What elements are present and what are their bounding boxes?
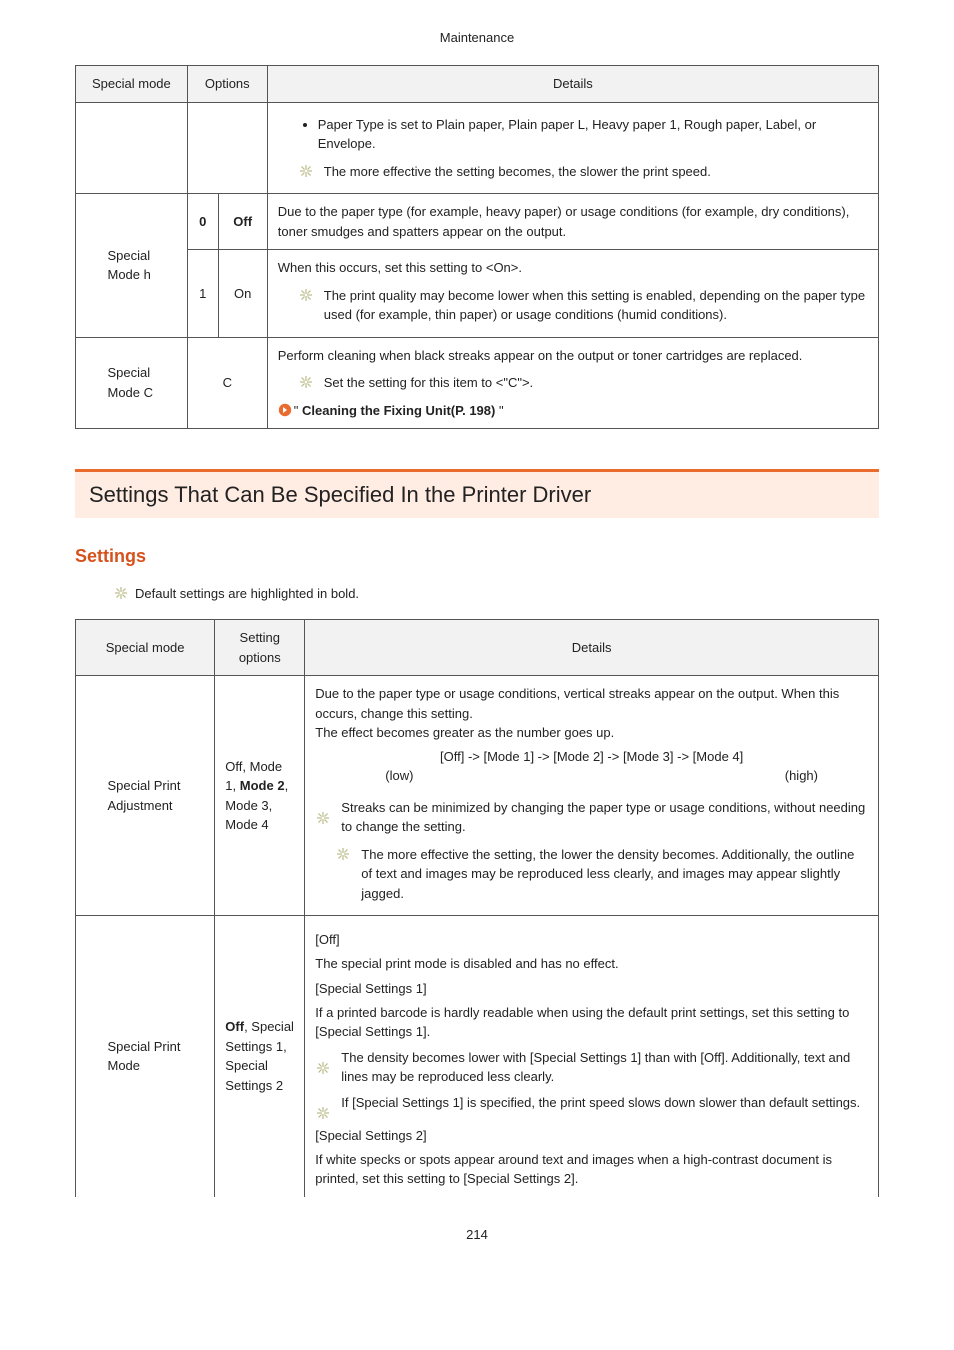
row1-opt-b-num: 1 [187,250,218,338]
row0-bullet: Paper Type is set to Plain paper, Plain … [318,115,868,154]
note-icon [315,810,331,826]
rowB-mode: Special Print Mode [98,916,215,1197]
modes-table-1: Special mode Options Details Paper Type … [75,65,879,429]
link-arrow-icon [278,403,292,417]
row1-on-detail: When this occurs, set this setting to <O… [267,250,878,338]
t2-col-opts: Setting options [215,620,305,676]
note-icon [315,1060,331,1076]
cleaning-link[interactable]: " Cleaning the Fixing Unit(P. 198) " [278,401,868,421]
row2-note: Set the setting for this item to <"C">. [324,375,533,390]
note-icon [335,846,351,862]
note-icon [298,287,314,303]
row2-mode: Special Mode C [98,337,188,429]
row1-mode: Special Mode h [98,194,188,338]
note-icon [298,374,314,390]
row1-off-detail: Due to the paper type (for example, heav… [267,194,878,250]
note-icon [298,163,314,179]
default-note: Default settings are highlighted in bold… [113,585,879,601]
row0-details: Paper Type is set to Plain paper, Plain … [267,102,878,194]
note-icon [113,585,129,601]
page-number: 214 [75,1227,879,1242]
note-icon [315,1105,331,1121]
settings-heading: Settings [75,546,879,567]
rowA-opts: Off, Mode 1, Mode 2, Mode 3, Mode 4 [215,676,305,916]
col-options: Options [187,66,267,103]
row1-opt-b-lbl: On [218,250,267,338]
row1-opt-a-lbl: Off [218,194,267,250]
rowA-mode: Special Print Adjustment [98,676,215,916]
modes-table-2: Special mode Setting options Details Spe… [75,619,879,1197]
rowB-detail: [Off] The special print mode is disabled… [305,916,879,1197]
col-special-mode: Special mode [76,66,188,103]
row2-detail: Perform cleaning when black streaks appe… [267,337,878,429]
page-header: Maintenance [75,30,879,45]
rowB-opts: Off, Special Settings 1, Special Setting… [215,916,305,1197]
high-label: (high) [785,766,818,786]
row0-note: The more effective the setting becomes, … [324,164,711,179]
section-banner: Settings That Can Be Specified In the Pr… [75,469,879,518]
t2-col-details: Details [305,620,879,676]
rowA-detail: Due to the paper type or usage condition… [305,676,879,916]
rowA-noteB: The more effective the setting, the lowe… [361,847,854,901]
t2-col-mode: Special mode [76,620,215,676]
col-details: Details [267,66,878,103]
low-label: (low) [385,766,413,786]
row1-on-note: The print quality may become lower when … [324,288,865,323]
row2-opt: C [187,337,267,429]
row1-opt-a-num: 0 [187,194,218,250]
